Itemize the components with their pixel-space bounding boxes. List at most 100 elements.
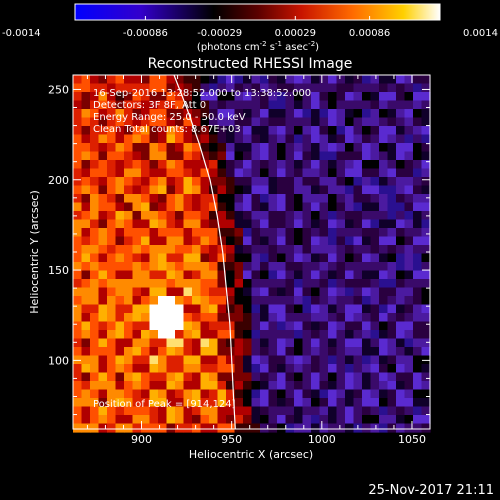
heatmap-cell (336, 372, 346, 382)
heatmap-cell (226, 126, 236, 136)
heatmap-cell (149, 160, 159, 170)
heatmap-cell (217, 228, 227, 238)
heatmap-cell (353, 100, 363, 110)
heatmap-cell (362, 304, 372, 314)
heatmap-cell (345, 185, 355, 195)
heatmap-cell (404, 245, 414, 255)
heatmap-cell (200, 347, 210, 357)
heatmap-cell (370, 253, 380, 263)
heatmap-cell (260, 338, 270, 348)
heatmap-cell (404, 219, 414, 229)
heatmap-cell (251, 398, 261, 408)
heatmap-cell (73, 415, 83, 425)
heatmap-cell (107, 287, 117, 297)
heatmap-cell (353, 245, 363, 255)
heatmap-cell (302, 423, 312, 433)
heatmap-cell (268, 253, 278, 263)
heatmap-cell (345, 355, 355, 365)
heatmap-cell (73, 389, 83, 399)
heatmap-cell (362, 100, 372, 110)
heatmap-cell (328, 372, 338, 382)
heatmap-cell (149, 92, 159, 102)
heatmap-cell (124, 338, 134, 348)
heatmap-cell (285, 160, 295, 170)
heatmap-cell (158, 398, 168, 408)
heatmap-cell (345, 134, 355, 144)
heatmap-cell (404, 296, 414, 306)
heatmap-cell (200, 151, 210, 161)
heatmap-cell (217, 338, 227, 348)
heatmap-cell (370, 92, 380, 102)
heatmap-cell (115, 160, 125, 170)
heatmap-cell (141, 381, 151, 391)
heatmap-cell (107, 313, 117, 323)
heatmap-cell (200, 270, 210, 280)
heatmap-cell (345, 398, 355, 408)
heatmap-cell (124, 185, 134, 195)
heatmap-cell (192, 347, 202, 357)
heatmap-cell (141, 126, 151, 136)
heatmap-cell (294, 211, 304, 221)
heatmap-cell (362, 75, 372, 85)
heatmap-cell (421, 126, 431, 136)
heatmap-cell (413, 185, 423, 195)
heatmap-cell (209, 177, 219, 187)
heatmap-cell (328, 381, 338, 391)
heatmap-cell (98, 185, 108, 195)
heatmap-cell (141, 100, 151, 110)
heatmap-cell (260, 151, 270, 161)
heatmap-cell (81, 160, 91, 170)
heatmap-cell (234, 194, 244, 204)
heatmap-cell (336, 228, 346, 238)
heatmap-cell (260, 287, 270, 297)
heatmap-cell (328, 134, 338, 144)
heatmap-cell (141, 228, 151, 238)
heatmap-cell (370, 117, 380, 127)
heatmap-cell (183, 100, 193, 110)
heatmap-cell (132, 160, 142, 170)
heatmap-cell (311, 270, 321, 280)
heatmap-cell (149, 109, 159, 119)
heatmap-cell (379, 338, 389, 348)
heatmap-cell (183, 262, 193, 272)
heatmap-cell (90, 381, 100, 391)
heatmap-cell (268, 83, 278, 93)
heatmap-cell (277, 109, 287, 119)
heatmap-cell (404, 304, 414, 314)
heatmap-cell (132, 83, 142, 93)
heatmap-cell (107, 177, 117, 187)
heatmap-cell (336, 151, 346, 161)
heatmap-cell (124, 406, 134, 416)
heatmap-cell (285, 423, 295, 433)
heatmap-cell (302, 211, 312, 221)
heatmap-cell (396, 389, 406, 399)
heatmap-cell (243, 202, 253, 212)
heatmap-cell (183, 364, 193, 374)
heatmap-cell (234, 287, 244, 297)
heatmap-cell (345, 219, 355, 229)
heatmap-cell (107, 143, 117, 153)
heatmap-cell (421, 219, 431, 229)
heatmap-cell (362, 211, 372, 221)
heatmap-cell (294, 126, 304, 136)
heatmap-cell (370, 296, 380, 306)
heatmap-cell (209, 262, 219, 272)
heatmap-cell (192, 338, 202, 348)
heatmap-cell (285, 372, 295, 382)
heatmap-cell (277, 296, 287, 306)
heatmap-cell (362, 262, 372, 272)
heatmap-cell (183, 287, 193, 297)
heatmap-cell (362, 406, 372, 416)
heatmap-cell (200, 279, 210, 289)
heatmap-cell (319, 211, 329, 221)
heatmap-cell (379, 177, 389, 187)
heatmap-cell (413, 211, 423, 221)
heatmap-cell (413, 151, 423, 161)
heatmap-cells (73, 75, 431, 433)
heatmap-cell (107, 389, 117, 399)
heatmap-cell (209, 160, 219, 170)
heatmap-cell (81, 304, 91, 314)
heatmap-cell (243, 338, 253, 348)
heatmap-cell (226, 194, 236, 204)
